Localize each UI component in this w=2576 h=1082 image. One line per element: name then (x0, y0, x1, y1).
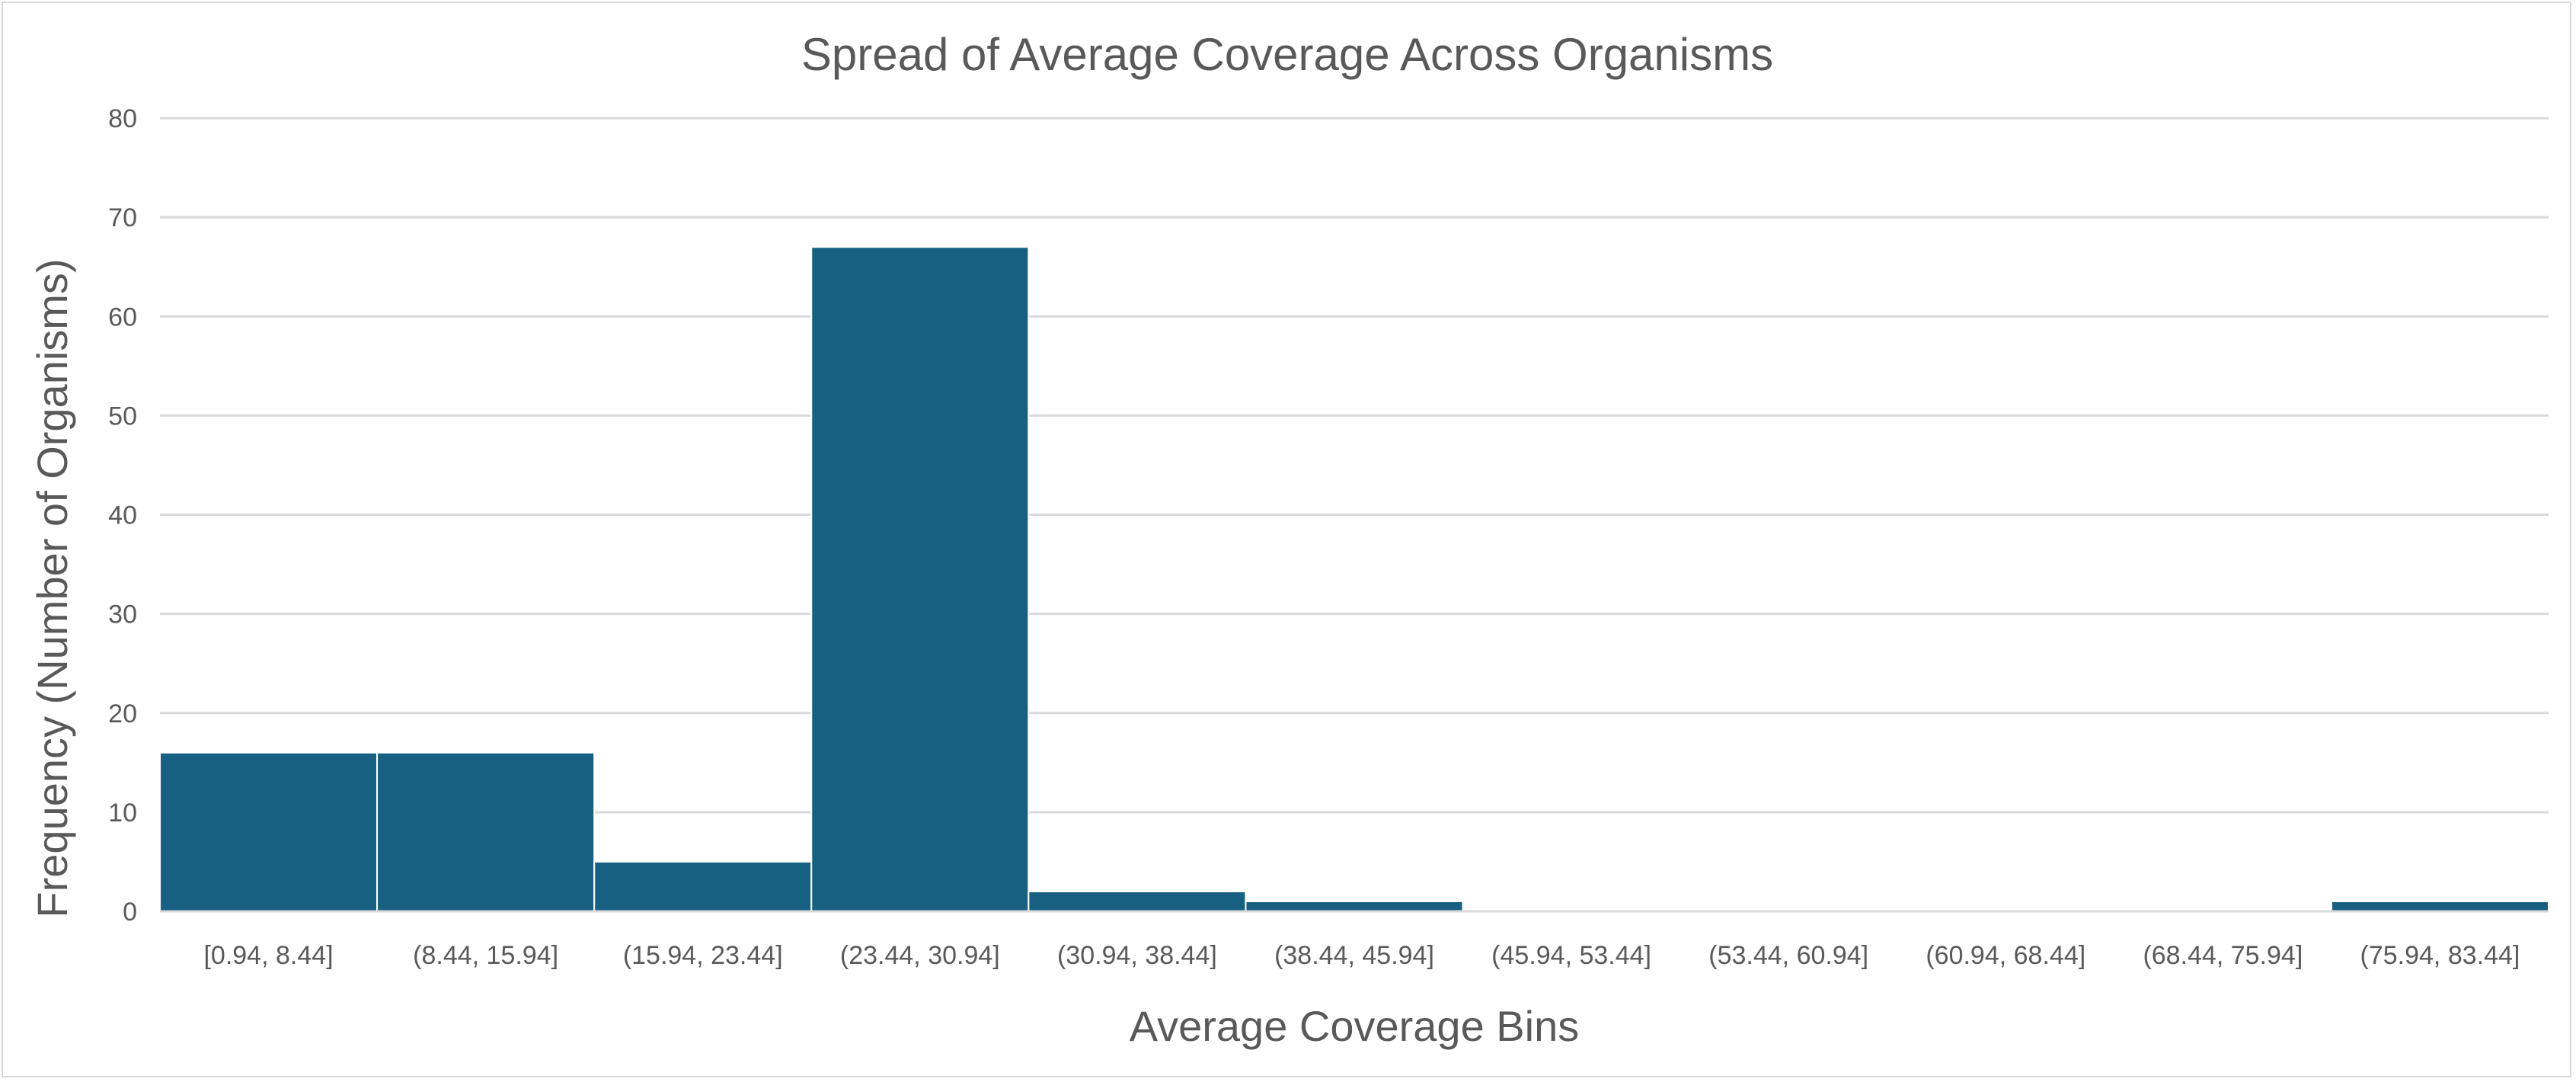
x-tick-label: (75.94, 83.44] (2360, 941, 2520, 970)
x-tick-label: (8.44, 15.94] (413, 941, 558, 970)
y-tick-label: 40 (108, 501, 137, 530)
histogram-bar (1245, 900, 1464, 913)
gridlines (160, 117, 2549, 814)
histogram-bar (376, 751, 596, 912)
x-tick-label: (60.94, 68.44] (1926, 941, 2085, 970)
histogram-bar (159, 751, 379, 912)
y-tick-label: 10 (108, 799, 137, 828)
y-tick-label: 30 (108, 600, 137, 629)
y-axis-ticks: 0 10 20 30 40 50 60 70 80 (108, 104, 137, 927)
histogram-bar (1028, 890, 1247, 912)
y-tick-label: 70 (108, 203, 137, 232)
x-axis-title: Average Coverage Bins (1130, 1002, 1579, 1050)
y-tick-label: 60 (108, 303, 137, 331)
y-axis-title: Frequency (Number of Organisms) (28, 258, 76, 917)
histogram-bar (2330, 900, 2550, 913)
y-tick-label: 80 (108, 104, 137, 133)
y-tick-label: 50 (108, 402, 137, 431)
bars (159, 246, 2550, 913)
y-tick-label: 0 (123, 898, 137, 927)
x-tick-label: (30.94, 38.44] (1057, 941, 1217, 970)
x-tick-label: (15.94, 23.44] (623, 941, 783, 970)
histogram-bar (810, 246, 1030, 913)
x-axis-ticks: [0.94, 8.44] (8.44, 15.94] (15.94, 23.44] (… (203, 941, 2520, 970)
x-tick-label: (38.44, 45.94] (1274, 941, 1434, 970)
y-tick-label: 20 (108, 699, 137, 728)
histogram-bar (593, 860, 813, 912)
x-tick-label: [0.94, 8.44] (203, 941, 333, 970)
x-tick-label: (45.94, 53.44] (1491, 941, 1651, 970)
chart-title: Spread of Average Coverage Across Organi… (801, 29, 1773, 80)
x-tick-label: (68.44, 75.94] (2143, 941, 2303, 970)
x-tick-label: (53.44, 60.94] (1708, 941, 1868, 970)
x-tick-label: (23.44, 30.94] (840, 941, 1000, 970)
